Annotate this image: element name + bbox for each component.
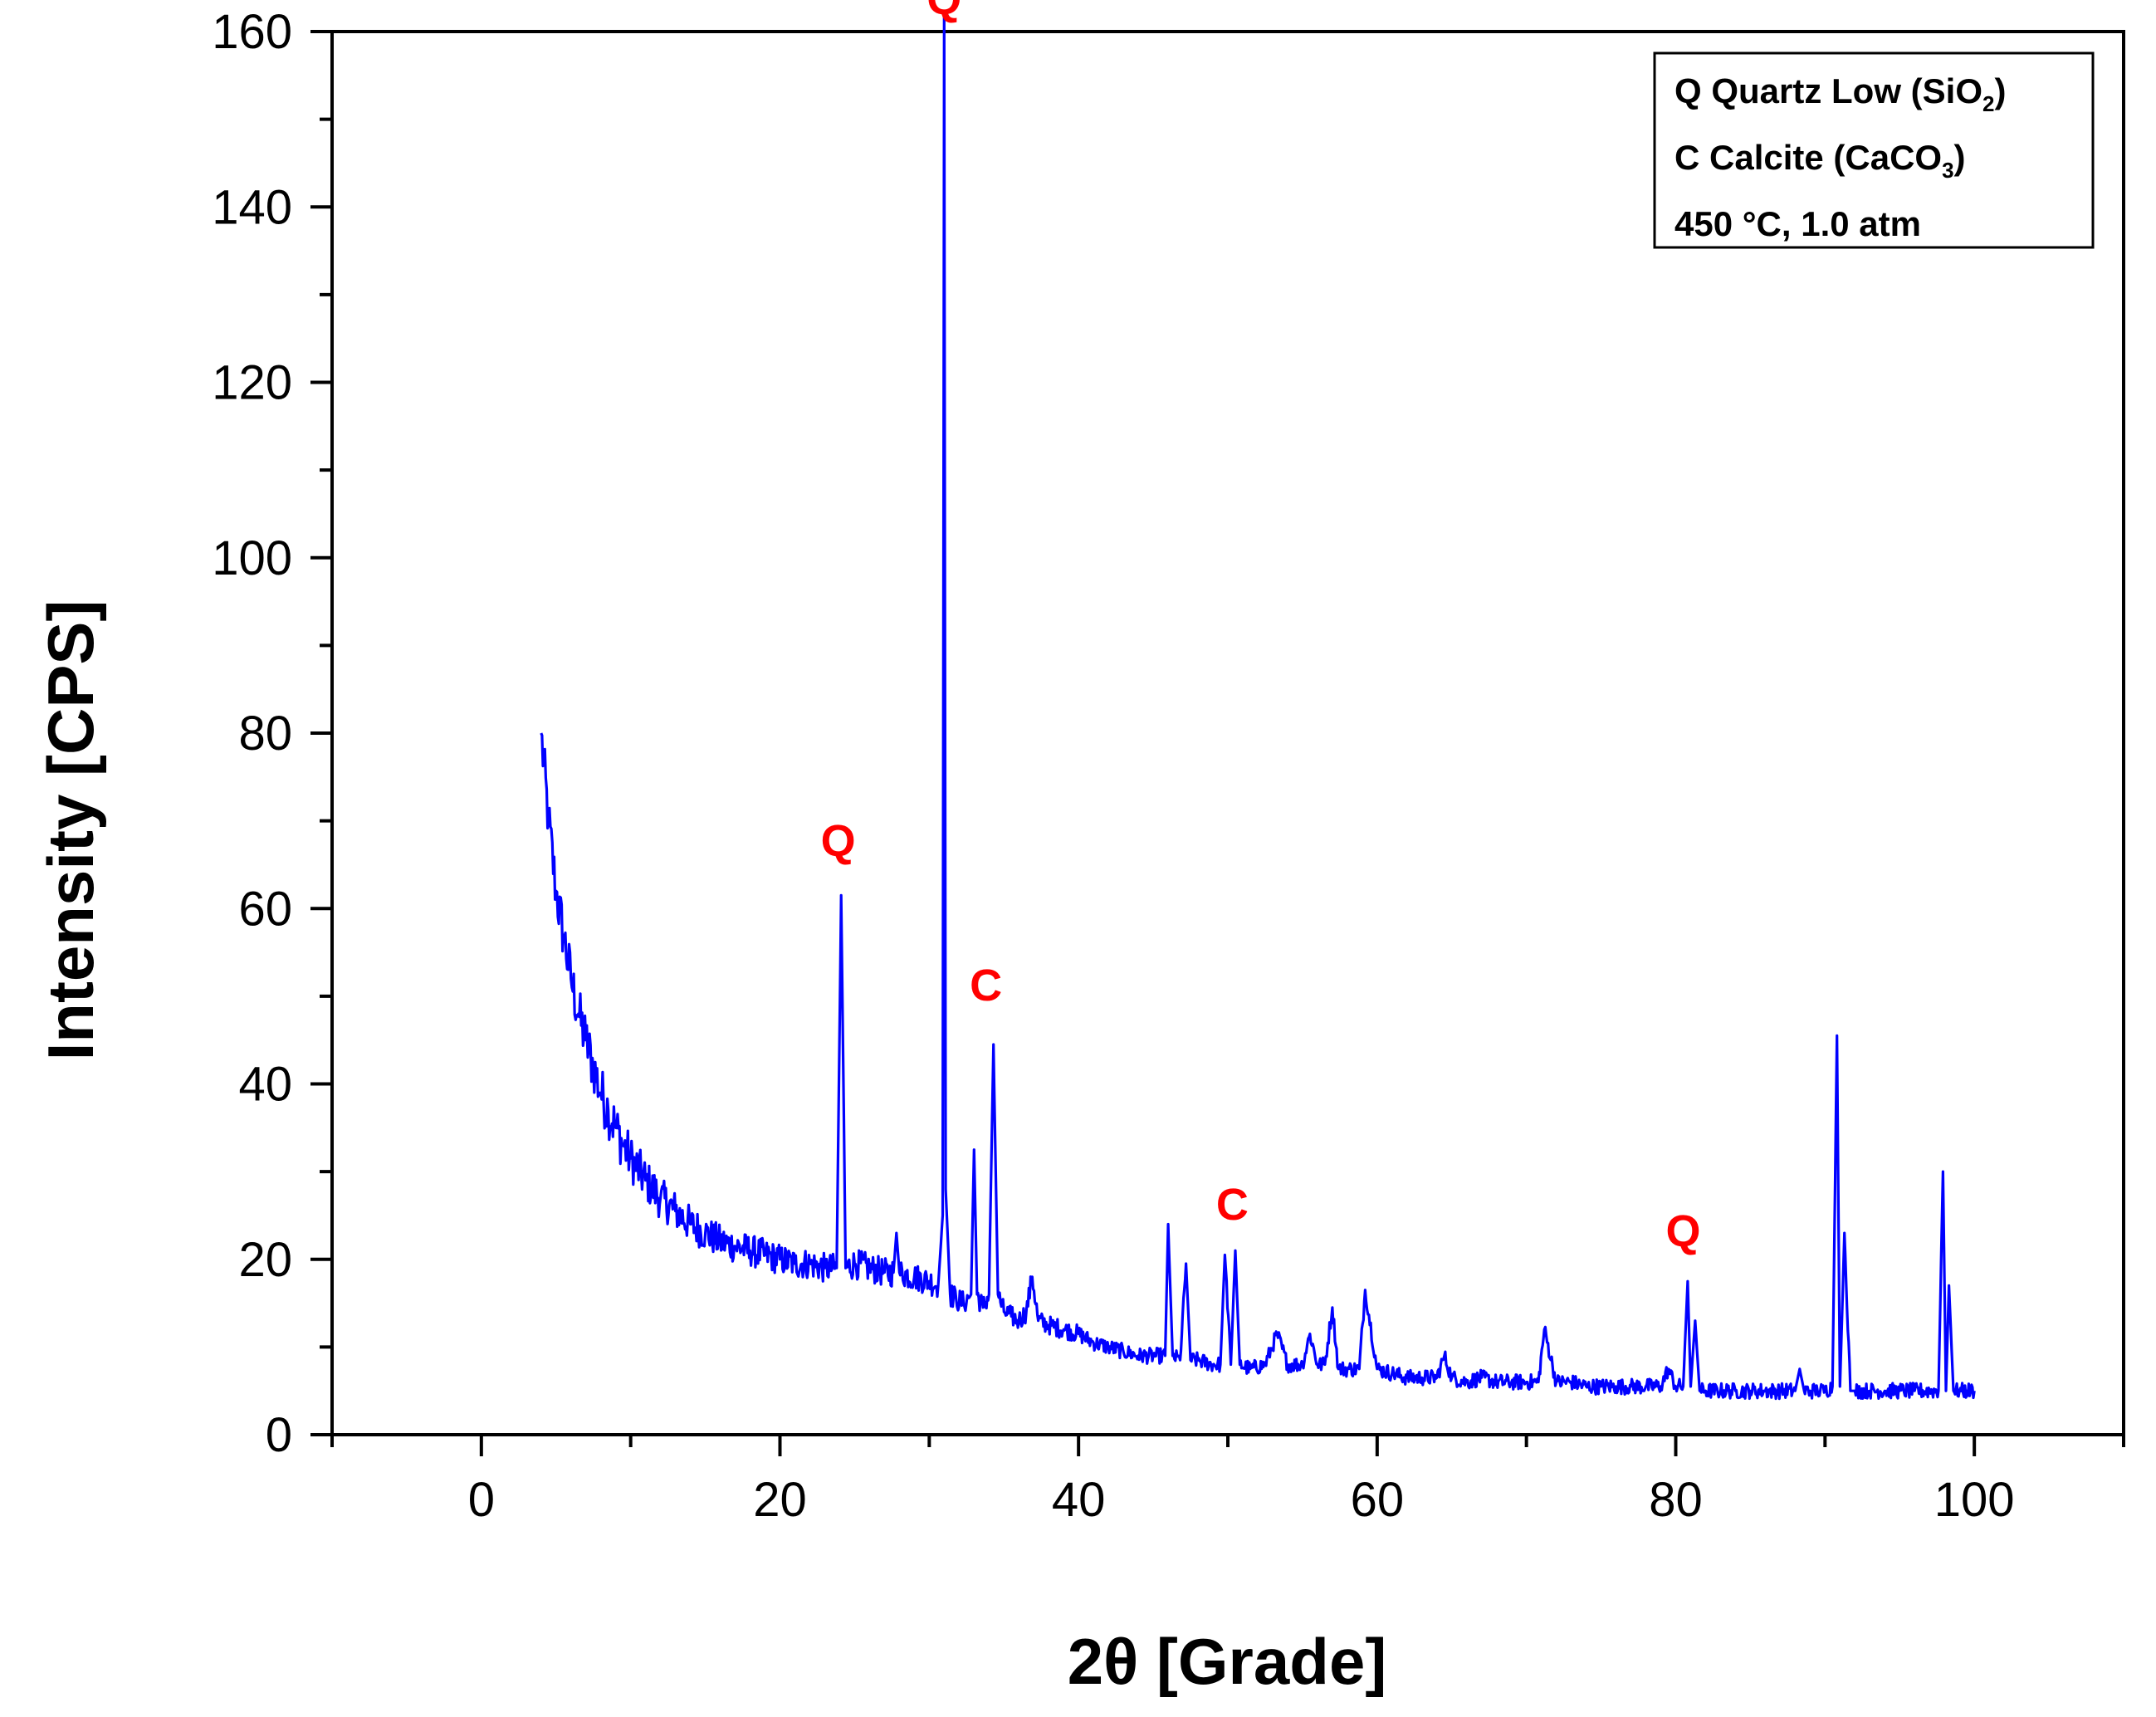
- xrd-pattern-line: [540, 12, 1976, 1401]
- x-tick-label: 80: [1649, 1473, 1703, 1527]
- y-tick-label: 20: [238, 1233, 292, 1287]
- legend-entry: Q Quartz Low (SiO2): [1674, 71, 2006, 116]
- y-tick-label: 140: [212, 180, 292, 234]
- peak-label: C: [1216, 1180, 1249, 1230]
- y-tick-label: 40: [238, 1058, 292, 1112]
- x-axis-title: 2θ [Grade]: [1068, 1625, 1387, 1698]
- y-tick-label: 120: [212, 356, 292, 410]
- legend-entry: C Calcite (CaCO3): [1674, 138, 1966, 183]
- x-tick-label: 60: [1351, 1473, 1405, 1527]
- series-layer: [540, 12, 1976, 1401]
- peak-label: Q: [821, 816, 856, 866]
- peak-label: C: [970, 961, 1002, 1010]
- y-axis: 0 20 40 60 80 100 120 140 160: [212, 5, 332, 1462]
- y-tick-label: 80: [238, 707, 292, 761]
- x-tick-label: 20: [753, 1473, 807, 1527]
- y-tick-label: 160: [212, 5, 292, 59]
- peak-label: Q: [1665, 1206, 1700, 1256]
- legend-frame: [1653, 51, 2095, 249]
- y-tick-label: 60: [238, 882, 292, 936]
- x-tick-label: 40: [1052, 1473, 1106, 1527]
- y-tick-label: 0: [266, 1408, 292, 1462]
- x-tick-label: 0: [468, 1473, 495, 1527]
- x-axis: 0 20 40 60 80 100: [330, 1435, 2125, 1527]
- legend-entry: 450 °C, 1.0 atm: [1674, 204, 1921, 243]
- peak-annotations: Q Q C C Q: [821, 0, 1701, 1256]
- x-tick-label: 100: [1934, 1473, 2015, 1527]
- legend-box: Q Quartz Low (SiO2) C Calcite (CaCO3) 450 …: [1653, 51, 2095, 249]
- y-tick-label: 100: [212, 531, 292, 585]
- y-axis-title: Intensity [CPS]: [34, 600, 107, 1061]
- peak-label: Q: [926, 0, 961, 24]
